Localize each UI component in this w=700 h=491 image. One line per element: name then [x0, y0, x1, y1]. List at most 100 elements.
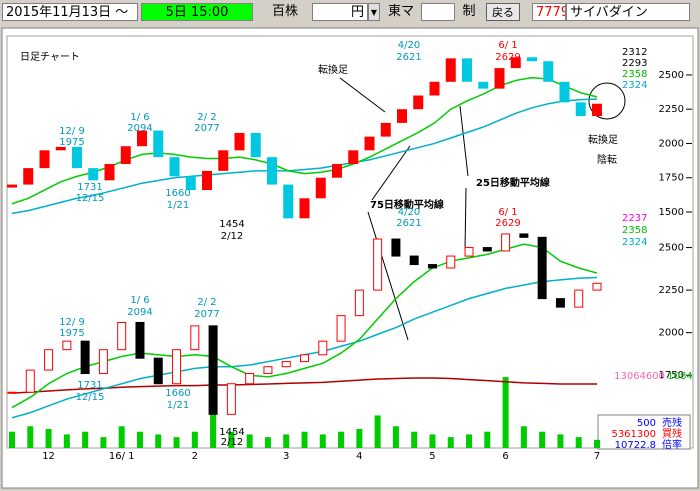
y-tick-label: 2250: [659, 104, 684, 115]
peak-label: 2094: [127, 123, 152, 134]
brick: [72, 146, 82, 169]
brick: [332, 164, 342, 178]
pointer: [367, 211, 409, 341]
info-label: 倍率: [662, 438, 682, 451]
volume-bar: [575, 437, 582, 448]
candle: [555, 298, 565, 308]
volume-bar: [392, 426, 399, 448]
x-tick-label: 6: [502, 451, 508, 462]
currency-field[interactable]: 円: [312, 3, 368, 21]
candle: [25, 369, 35, 393]
candle: [592, 282, 602, 291]
name-field[interactable]: サイバダイン: [566, 3, 690, 21]
brick: [510, 57, 521, 69]
volume-label: 13064600: [614, 371, 665, 382]
peak-label: 1454: [219, 219, 244, 230]
peak-label: 1/ 6: [130, 295, 149, 306]
brick: [23, 168, 34, 185]
brick: [559, 81, 570, 103]
market-field[interactable]: [421, 3, 455, 21]
brick: [234, 132, 245, 151]
y-tick-label: 1750: [659, 173, 684, 184]
peak-label: 2/12: [221, 437, 243, 448]
last-value: 2324: [622, 80, 647, 91]
candle: [153, 357, 163, 385]
x-tick-label: 5: [429, 451, 435, 462]
volume-bar: [9, 431, 15, 448]
last-value: 2358: [622, 69, 647, 80]
rule-label: 制: [462, 4, 476, 19]
candle: [44, 349, 54, 371]
info-label: 買残: [662, 427, 682, 440]
last-value: 2293: [622, 58, 647, 69]
code-field[interactable]: 7779: [532, 3, 566, 21]
brick: [397, 109, 407, 123]
volume-bar: [63, 434, 70, 448]
brick: [55, 146, 66, 151]
back-button[interactable]: 戻る: [486, 3, 520, 21]
volume-bar: [228, 431, 235, 448]
x-tick-label: 7: [594, 451, 600, 462]
volume-bar: [136, 431, 143, 448]
brick: [380, 122, 391, 137]
candle: [80, 340, 90, 375]
chart-title: 日足チャート: [20, 51, 80, 63]
volume-bar: [27, 426, 34, 448]
brick: [218, 150, 229, 171]
peak-label: 2/ 2: [197, 112, 216, 123]
volume-bar: [155, 434, 162, 448]
unit-label: 百株: [271, 4, 298, 19]
volume-bar: [191, 431, 198, 448]
volume-bar: [557, 434, 564, 448]
x-tick-label: 2: [192, 451, 198, 462]
volume-bar: [301, 431, 308, 448]
volume-bar: [520, 426, 527, 448]
brick: [169, 157, 180, 177]
peak-label: 1731: [77, 380, 102, 391]
candle: [318, 340, 328, 356]
pointer: [459, 105, 469, 177]
candle: [464, 247, 474, 257]
brick: [543, 61, 554, 82]
brick: [88, 168, 99, 181]
brick: [575, 102, 586, 117]
market-label: 東マ: [387, 4, 414, 19]
toolbar: 2015年11月13日 ～ 5日 15:00 百株 円 ▼ 東マ 制 戻る 77…: [0, 0, 700, 26]
x-tick-label: 12: [42, 451, 55, 462]
annotation: 25日移動平均線: [476, 176, 550, 189]
annotation: 転換足: [318, 64, 348, 76]
candle: [281, 361, 291, 368]
annotation: 75日移動平均線: [370, 198, 444, 211]
brick: [267, 157, 277, 185]
peak-label: 1975: [59, 328, 84, 339]
candle: [98, 349, 108, 375]
date-field[interactable]: 2015年11月13日 ～: [2, 3, 138, 21]
candle: [519, 233, 529, 238]
brick: [592, 103, 602, 117]
volume-bar: [484, 431, 491, 448]
chart-area: [1, 27, 699, 489]
candle: [537, 236, 547, 300]
peak-label: 1454: [219, 427, 244, 438]
brick: [250, 132, 261, 158]
candle: [427, 264, 437, 269]
dropdown-arrow[interactable]: ▼: [368, 3, 380, 21]
brick: [462, 58, 472, 82]
candle: [263, 366, 273, 375]
brick: [364, 136, 375, 151]
last-value: 2312: [622, 47, 647, 58]
last-value: 2324: [622, 237, 647, 248]
pointer: [464, 187, 467, 251]
annotation: 転換足: [588, 134, 618, 146]
brick: [39, 150, 50, 169]
pointer: [339, 77, 386, 113]
volume-bar: [374, 415, 381, 448]
y-tick-label: 2500: [659, 243, 684, 254]
time-field[interactable]: 5日 15:00: [141, 3, 253, 21]
brick: [299, 198, 310, 219]
peak-label: 12/ 9: [59, 126, 85, 137]
y-tick-label: 2000: [659, 138, 684, 149]
brick: [120, 146, 131, 165]
volume-bar: [118, 426, 125, 448]
y-tick-label: 2250: [659, 285, 684, 296]
